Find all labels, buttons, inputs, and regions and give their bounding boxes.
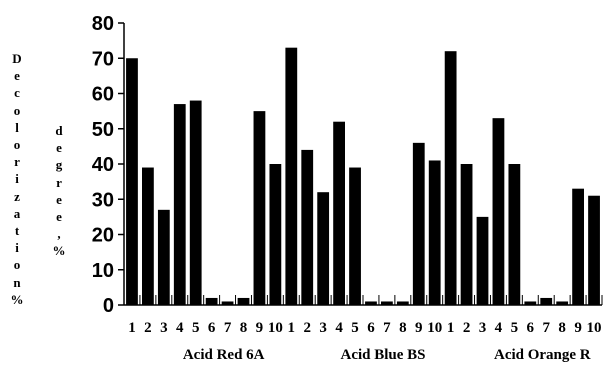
bar [333,121,345,305]
bar [540,297,553,305]
x-tick-label: 3 [160,320,168,336]
y-tick-label: 80 [92,13,114,35]
bar [349,167,361,305]
x-tick-label: 1 [288,320,296,336]
group-label: Acid Orange R [494,347,591,363]
y-tick-label: 0 [103,295,114,317]
x-tick-label: 5 [351,320,359,336]
x-tick-label: 5 [192,320,200,336]
x-tick-label: 8 [399,320,407,336]
y-tick-label: 30 [92,189,114,211]
bar [556,301,569,305]
x-tick-label: 5 [511,320,519,336]
y-tick-label: 50 [92,119,114,141]
x-tick-label: 2 [463,320,471,336]
x-tick-label: 10 [587,320,602,336]
bar [396,301,409,305]
bar [381,301,393,305]
x-tick-label: 7 [383,320,391,336]
x-tick-label: 1 [447,320,455,336]
x-tick-label: 9 [415,320,423,336]
bar [588,195,600,305]
x-tick-label: 8 [240,320,248,336]
x-tick-label: 8 [558,320,566,336]
bar [126,58,138,305]
bar [221,301,234,305]
x-tick-label: 7 [542,320,550,336]
x-tick-label: 4 [335,320,343,336]
x-tick-label: 6 [367,320,375,336]
y-tick-label: 70 [92,48,114,70]
y-tick-label: 60 [92,84,114,106]
x-tick-label: 1 [128,320,136,336]
x-tick-label: 9 [574,320,582,336]
group-label: Acid Blue BS [340,347,425,363]
x-tick-label: 6 [208,320,216,336]
x-tick-label: 10 [427,320,442,336]
bar [365,301,377,305]
bar [572,188,584,305]
bar [524,301,537,305]
x-tick-label: 2 [144,320,152,336]
x-tick-label: 4 [176,320,184,336]
bar [253,111,266,305]
bar [460,164,473,305]
y-tick-label: 40 [92,154,114,176]
bar [476,216,489,305]
bar [301,149,314,305]
bar [285,47,298,306]
x-tick-label: 4 [495,320,503,336]
bar [412,142,425,305]
bar [173,104,186,305]
x-tick-label: 7 [224,320,232,336]
bar [428,160,441,305]
bar [189,100,202,305]
bar [492,118,505,305]
y-tick-label: 10 [92,260,114,282]
x-tick-label: 3 [479,320,487,336]
bar [237,297,250,305]
x-tick-label: 10 [268,320,283,336]
x-tick-label: 3 [319,320,327,336]
bar [157,209,170,305]
bar [317,192,330,305]
bar [508,164,521,305]
x-tick-label: 2 [303,320,311,336]
y-tick-label: 20 [92,225,114,247]
bar [205,297,218,305]
x-tick-label: 6 [527,320,535,336]
bar [269,164,282,305]
bar [142,167,154,305]
group-label: Acid Red 6A [183,347,265,363]
bar [444,51,457,306]
x-tick-label: 9 [256,320,264,336]
